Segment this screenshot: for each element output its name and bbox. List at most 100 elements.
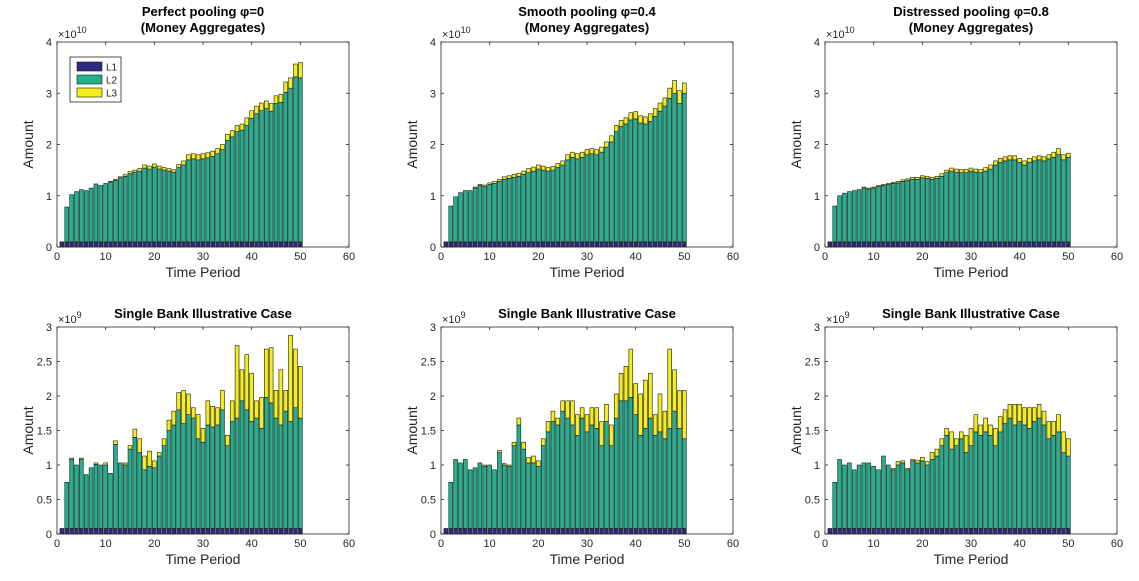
y-tick-label: 0.5 [37, 495, 52, 507]
bar-l2-2 [64, 481, 69, 529]
bar-l2-20 [152, 467, 157, 529]
bar-l2-32 [210, 155, 215, 243]
bar-l1-27 [570, 528, 575, 535]
bar-l3-39 [244, 117, 250, 126]
bar-l3-26 [949, 167, 954, 172]
bar-l1-19 [147, 528, 152, 535]
bar-l3-32 [594, 149, 599, 156]
chart-title: Single Bank Illustrative Case [114, 306, 292, 321]
bar-l1-19 [147, 241, 152, 248]
bar-l2-19 [915, 179, 920, 243]
bar-l2-44 [652, 116, 658, 243]
bar-l1-4 [842, 528, 847, 535]
bar-l3-47 [667, 348, 672, 429]
bar-l2-15 [127, 448, 133, 529]
bar-l2-28 [191, 417, 196, 529]
bar-l1-31 [589, 241, 595, 248]
bar-l1-47 [667, 241, 672, 248]
bar-l2-15 [127, 173, 133, 243]
bar-l1-25 [560, 241, 565, 248]
bar-l2-26 [181, 164, 186, 243]
bar-l1-23 [934, 241, 940, 248]
bar-l1-48 [672, 241, 677, 248]
bar-l2-21 [156, 168, 162, 243]
bar-l1-48 [1056, 528, 1061, 535]
bar-l3-16 [132, 428, 138, 438]
bar-l2-46 [662, 105, 668, 243]
bar-l2-48 [1056, 431, 1061, 529]
bar-l1-2 [832, 241, 837, 248]
bar-l2-47 [283, 91, 288, 243]
bar-l1-21 [156, 528, 162, 535]
bars [827, 148, 1071, 248]
y-tick-label: 3 [814, 322, 820, 334]
bar-l2-12 [497, 452, 502, 529]
bar-l2-11 [108, 181, 113, 243]
bar-l1-21 [924, 241, 930, 248]
legend: L1 L2 L3 [69, 56, 122, 103]
bar-l1-42 [259, 528, 264, 535]
x-axis-label: Time Period [166, 264, 241, 280]
bar-l1-1 [827, 528, 833, 535]
y-tick-label: 1.5 [805, 426, 820, 438]
bar-l2-19 [531, 170, 536, 243]
bar-l3-17 [137, 168, 142, 172]
bar-l1-31 [973, 528, 979, 535]
x-tick-label: 10 [484, 538, 496, 550]
bar-l2-25 [944, 172, 949, 243]
bar-l2-14 [890, 183, 896, 243]
bar-l1-26 [949, 241, 954, 248]
bar-l3-9 [482, 464, 488, 467]
bar-l1-25 [944, 241, 949, 248]
y-axis-label: Amount [404, 406, 420, 454]
bar-l3-19 [147, 450, 152, 467]
bar-l2-25 [176, 167, 181, 243]
bar-l3-30 [584, 414, 590, 433]
bar-l1-45 [1041, 241, 1047, 248]
bar-l3-37 [234, 345, 240, 419]
y-tick-label: 4 [46, 37, 52, 49]
bar-l2-40 [249, 421, 254, 529]
bar-l1-14 [506, 241, 512, 248]
bar-l3-46 [278, 369, 284, 426]
x-tick-label: 0 [822, 251, 828, 263]
bar-l1-27 [186, 528, 191, 535]
bar-l1-3 [837, 528, 842, 535]
bar-l1-7 [856, 528, 862, 535]
bar-l2-36 [613, 131, 619, 243]
x-tick-label: 40 [1014, 251, 1026, 263]
bar-l3-23 [934, 448, 940, 457]
bar-l3-24 [939, 173, 945, 177]
bar-l2-46 [662, 438, 668, 529]
bar-l1-34 [988, 528, 993, 535]
bar-l3-8 [93, 462, 99, 465]
bar-l3-47 [667, 87, 672, 99]
bar-l1-22 [545, 241, 551, 248]
bar-l3-26 [565, 154, 570, 161]
bar-l1-16 [516, 241, 522, 248]
bar-l1-11 [492, 241, 497, 248]
bar-l1-15 [127, 241, 133, 248]
bar-l3-24 [555, 163, 561, 168]
y-tick-label: 2 [814, 391, 820, 403]
bar-l3-28 [959, 431, 964, 440]
bar-l2-47 [283, 410, 288, 529]
bar-l2-49 [677, 428, 682, 529]
bar-l1-44 [268, 528, 274, 535]
bar-l1-36 [997, 241, 1003, 248]
bar-l3-34 [604, 141, 609, 148]
bar-l2-5 [79, 459, 84, 529]
bar-l3-50 [1066, 152, 1071, 158]
bar-l1-26 [949, 528, 954, 535]
bar-l1-32 [210, 241, 215, 248]
bar-l2-28 [959, 172, 964, 243]
bar-l2-24 [939, 445, 945, 529]
bar-l3-19 [915, 177, 920, 180]
bar-l2-5 [847, 462, 852, 529]
bar-l2-20 [920, 177, 925, 243]
bar-l1-9 [866, 241, 872, 248]
y-exponent: ×1010 [58, 25, 87, 41]
bar-l1-17 [905, 528, 910, 535]
bar-l2-35 [993, 164, 998, 243]
bar-l2-42 [643, 428, 648, 529]
